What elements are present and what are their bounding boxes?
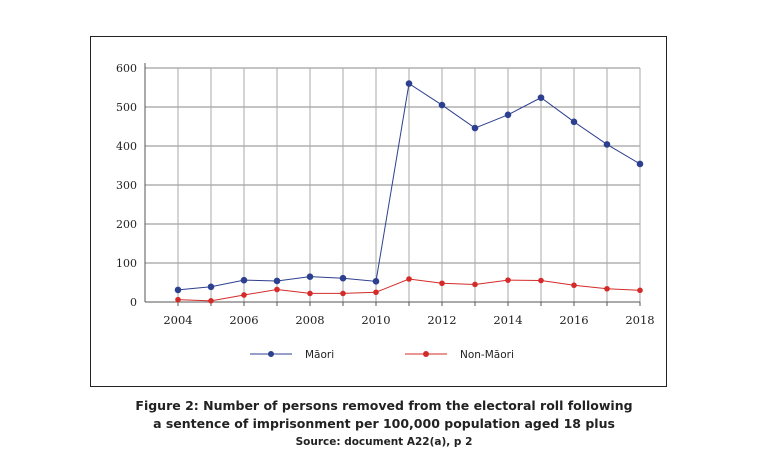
data-point — [504, 111, 512, 119]
data-point — [604, 285, 610, 292]
data-point — [339, 274, 347, 282]
data-point — [340, 290, 346, 297]
data-point — [273, 277, 281, 285]
x-tick-label: 2004 — [163, 313, 192, 327]
data-point — [471, 124, 479, 132]
data-point — [240, 276, 248, 284]
x-tick-label: 2010 — [361, 313, 390, 327]
legend-marker — [268, 351, 274, 357]
data-point — [241, 292, 247, 298]
data-point — [637, 287, 643, 294]
data-point — [505, 277, 511, 283]
line-chart: 0 100 200 300 400 500 600 2004 2006 2008 2010 2012 2… — [116, 62, 655, 361]
data-point — [405, 80, 413, 87]
data-point — [373, 289, 379, 296]
y-tick-label: 600 — [116, 62, 137, 75]
data-point — [174, 286, 182, 294]
data-point — [306, 273, 314, 280]
data-point — [472, 281, 478, 288]
data-point — [207, 283, 215, 291]
data-point — [406, 276, 412, 282]
data-point — [307, 290, 313, 297]
y-tick-label: 200 — [116, 218, 137, 231]
y-tick-label: 100 — [116, 257, 137, 270]
x-tick-label: 2014 — [493, 313, 522, 327]
legend-label: Non-Māori — [460, 349, 514, 361]
data-point — [175, 296, 181, 303]
x-tick-label: 2008 — [295, 313, 324, 327]
figure-caption-line2: a sentence of imprisonment per 100,000 p… — [153, 416, 615, 431]
data-point — [372, 278, 380, 285]
data-point — [438, 101, 446, 109]
legend-label: Māori — [305, 349, 334, 361]
data-point — [570, 118, 578, 126]
chart-frame — [90, 36, 667, 387]
x-tick-label: 2012 — [427, 313, 456, 327]
data-point — [537, 94, 545, 101]
data-point — [603, 141, 611, 148]
data-point — [439, 280, 445, 287]
data-point — [274, 286, 280, 293]
figure-source: Source: document A22(a), p 2 — [295, 436, 473, 448]
x-tick-label: 2018 — [625, 313, 654, 327]
data-point — [571, 282, 577, 289]
x-tick-label: 2016 — [559, 313, 588, 327]
data-point — [636, 160, 644, 168]
x-tick-label: 2006 — [229, 313, 258, 327]
data-point — [208, 298, 214, 304]
y-tick-label: 400 — [116, 140, 137, 153]
y-tick-label: 300 — [116, 179, 137, 192]
y-tick-label: 0 — [130, 296, 137, 309]
legend-marker — [423, 351, 429, 357]
y-tick-label: 500 — [116, 101, 137, 114]
figure-caption-line1: Figure 2: Number of persons removed from… — [135, 398, 633, 413]
data-point — [538, 277, 544, 284]
